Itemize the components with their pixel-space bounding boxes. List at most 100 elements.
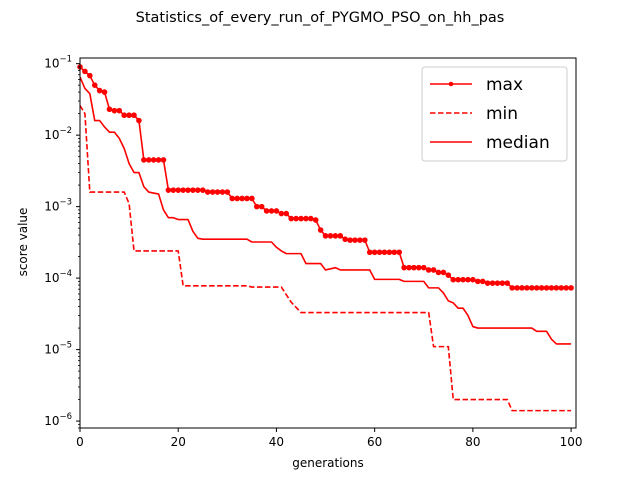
series-line-min bbox=[80, 105, 572, 412]
series-point-max bbox=[538, 285, 545, 291]
series-point-max bbox=[204, 189, 211, 195]
x-tick-label: 0 bbox=[76, 435, 84, 449]
series-point-max bbox=[303, 215, 309, 222]
series-point-max bbox=[91, 82, 98, 88]
series-point-max bbox=[224, 189, 231, 195]
legend-label-min: min bbox=[486, 104, 518, 124]
series-point-max bbox=[470, 276, 476, 283]
x-axis-label: generations bbox=[292, 456, 364, 470]
series-point-max bbox=[258, 203, 265, 210]
series-point-max bbox=[465, 276, 471, 283]
series-point-max bbox=[430, 267, 437, 273]
series-point-max bbox=[312, 217, 319, 223]
series-point-max bbox=[543, 285, 550, 291]
x-tick-label: 20 bbox=[171, 435, 186, 449]
y-tick-label: 10−4 bbox=[44, 269, 72, 285]
series-point-max bbox=[455, 276, 461, 283]
series-point-max bbox=[401, 264, 407, 271]
series-point-max bbox=[288, 215, 294, 222]
series-point-max bbox=[106, 106, 113, 113]
series-point-max bbox=[136, 117, 142, 124]
series-point-max bbox=[293, 215, 299, 222]
series-point-max bbox=[440, 269, 447, 276]
series-point-max bbox=[145, 157, 152, 163]
legend: max min median bbox=[421, 66, 568, 162]
axes-frame bbox=[79, 57, 577, 429]
series-line-median bbox=[80, 76, 572, 345]
series-point-max bbox=[195, 187, 201, 193]
y-tick-label: 10−6 bbox=[44, 412, 72, 428]
series-point-max bbox=[87, 72, 93, 79]
series-point-max bbox=[185, 187, 191, 193]
series-point-max bbox=[406, 264, 412, 271]
series-point-max bbox=[391, 249, 398, 256]
legend-label-max: max bbox=[486, 75, 523, 95]
series-point-max bbox=[381, 249, 388, 256]
series-point-max bbox=[386, 249, 393, 256]
series-point-max bbox=[317, 227, 324, 233]
y-tick-label: 10−5 bbox=[44, 341, 72, 357]
series-point-max bbox=[479, 278, 486, 285]
series-point-max bbox=[180, 187, 186, 193]
series-point-max bbox=[376, 249, 383, 256]
series-point-max bbox=[563, 285, 569, 291]
series-point-max bbox=[499, 280, 506, 286]
series-point-max bbox=[327, 233, 334, 239]
series-point-max bbox=[519, 285, 525, 291]
series-point-max bbox=[121, 112, 127, 119]
series-point-max bbox=[165, 187, 172, 193]
y-tick-label: 10−2 bbox=[44, 126, 72, 142]
series-point-max bbox=[489, 280, 496, 286]
series-point-max bbox=[524, 285, 530, 291]
y-tick-label: 10−3 bbox=[44, 198, 72, 214]
series-point-max bbox=[131, 112, 137, 119]
series-point-max bbox=[362, 237, 368, 243]
series-point-max bbox=[416, 264, 422, 271]
series-point-max bbox=[460, 276, 466, 283]
series-point-max bbox=[371, 249, 378, 256]
series-point-max bbox=[533, 285, 540, 291]
series-point-max bbox=[529, 285, 535, 291]
legend-label-median: median bbox=[486, 133, 550, 153]
series-point-max bbox=[283, 210, 290, 217]
series-point-max bbox=[435, 269, 442, 276]
series-point-max bbox=[268, 208, 275, 214]
series-point-max bbox=[175, 187, 182, 193]
y-tick-label: 10−1 bbox=[44, 55, 72, 71]
series-point-max bbox=[445, 272, 452, 278]
series-point-max bbox=[116, 107, 123, 114]
series-point-max bbox=[141, 157, 147, 163]
series-point-max bbox=[155, 157, 162, 163]
series-point-max bbox=[199, 187, 206, 193]
series-point-max bbox=[82, 68, 88, 75]
series-point-max bbox=[278, 210, 285, 217]
series-point-max bbox=[160, 157, 167, 163]
series-point-max bbox=[504, 280, 511, 286]
series-point-max bbox=[253, 203, 260, 210]
series-point-max bbox=[347, 237, 353, 243]
legend-marker-max bbox=[448, 81, 454, 87]
plot-area bbox=[77, 64, 574, 412]
legend-box bbox=[421, 66, 568, 162]
series-point-max bbox=[450, 276, 457, 283]
series-point-max bbox=[342, 236, 348, 243]
series-point-max bbox=[420, 264, 427, 271]
series-point-max bbox=[357, 237, 363, 243]
y-axis-label: score value bbox=[16, 208, 30, 277]
series-point-max bbox=[190, 187, 196, 193]
series-point-max bbox=[298, 215, 304, 222]
series-point-max bbox=[263, 208, 270, 214]
chart-title: Statistics_of_every_run_of_PYGMO_PSO_on_… bbox=[136, 10, 505, 26]
series-point-max bbox=[484, 280, 491, 286]
series-point-max bbox=[249, 195, 255, 202]
series-point-max bbox=[214, 189, 221, 195]
x-tick-label: 60 bbox=[367, 435, 382, 449]
series-point-max bbox=[111, 107, 118, 114]
series-point-max bbox=[514, 285, 520, 291]
series-point-max bbox=[352, 237, 358, 243]
series-point-max bbox=[273, 208, 280, 214]
series-point-max bbox=[101, 89, 108, 95]
series-point-max bbox=[239, 195, 245, 202]
x-tick-label: 100 bbox=[560, 435, 583, 449]
